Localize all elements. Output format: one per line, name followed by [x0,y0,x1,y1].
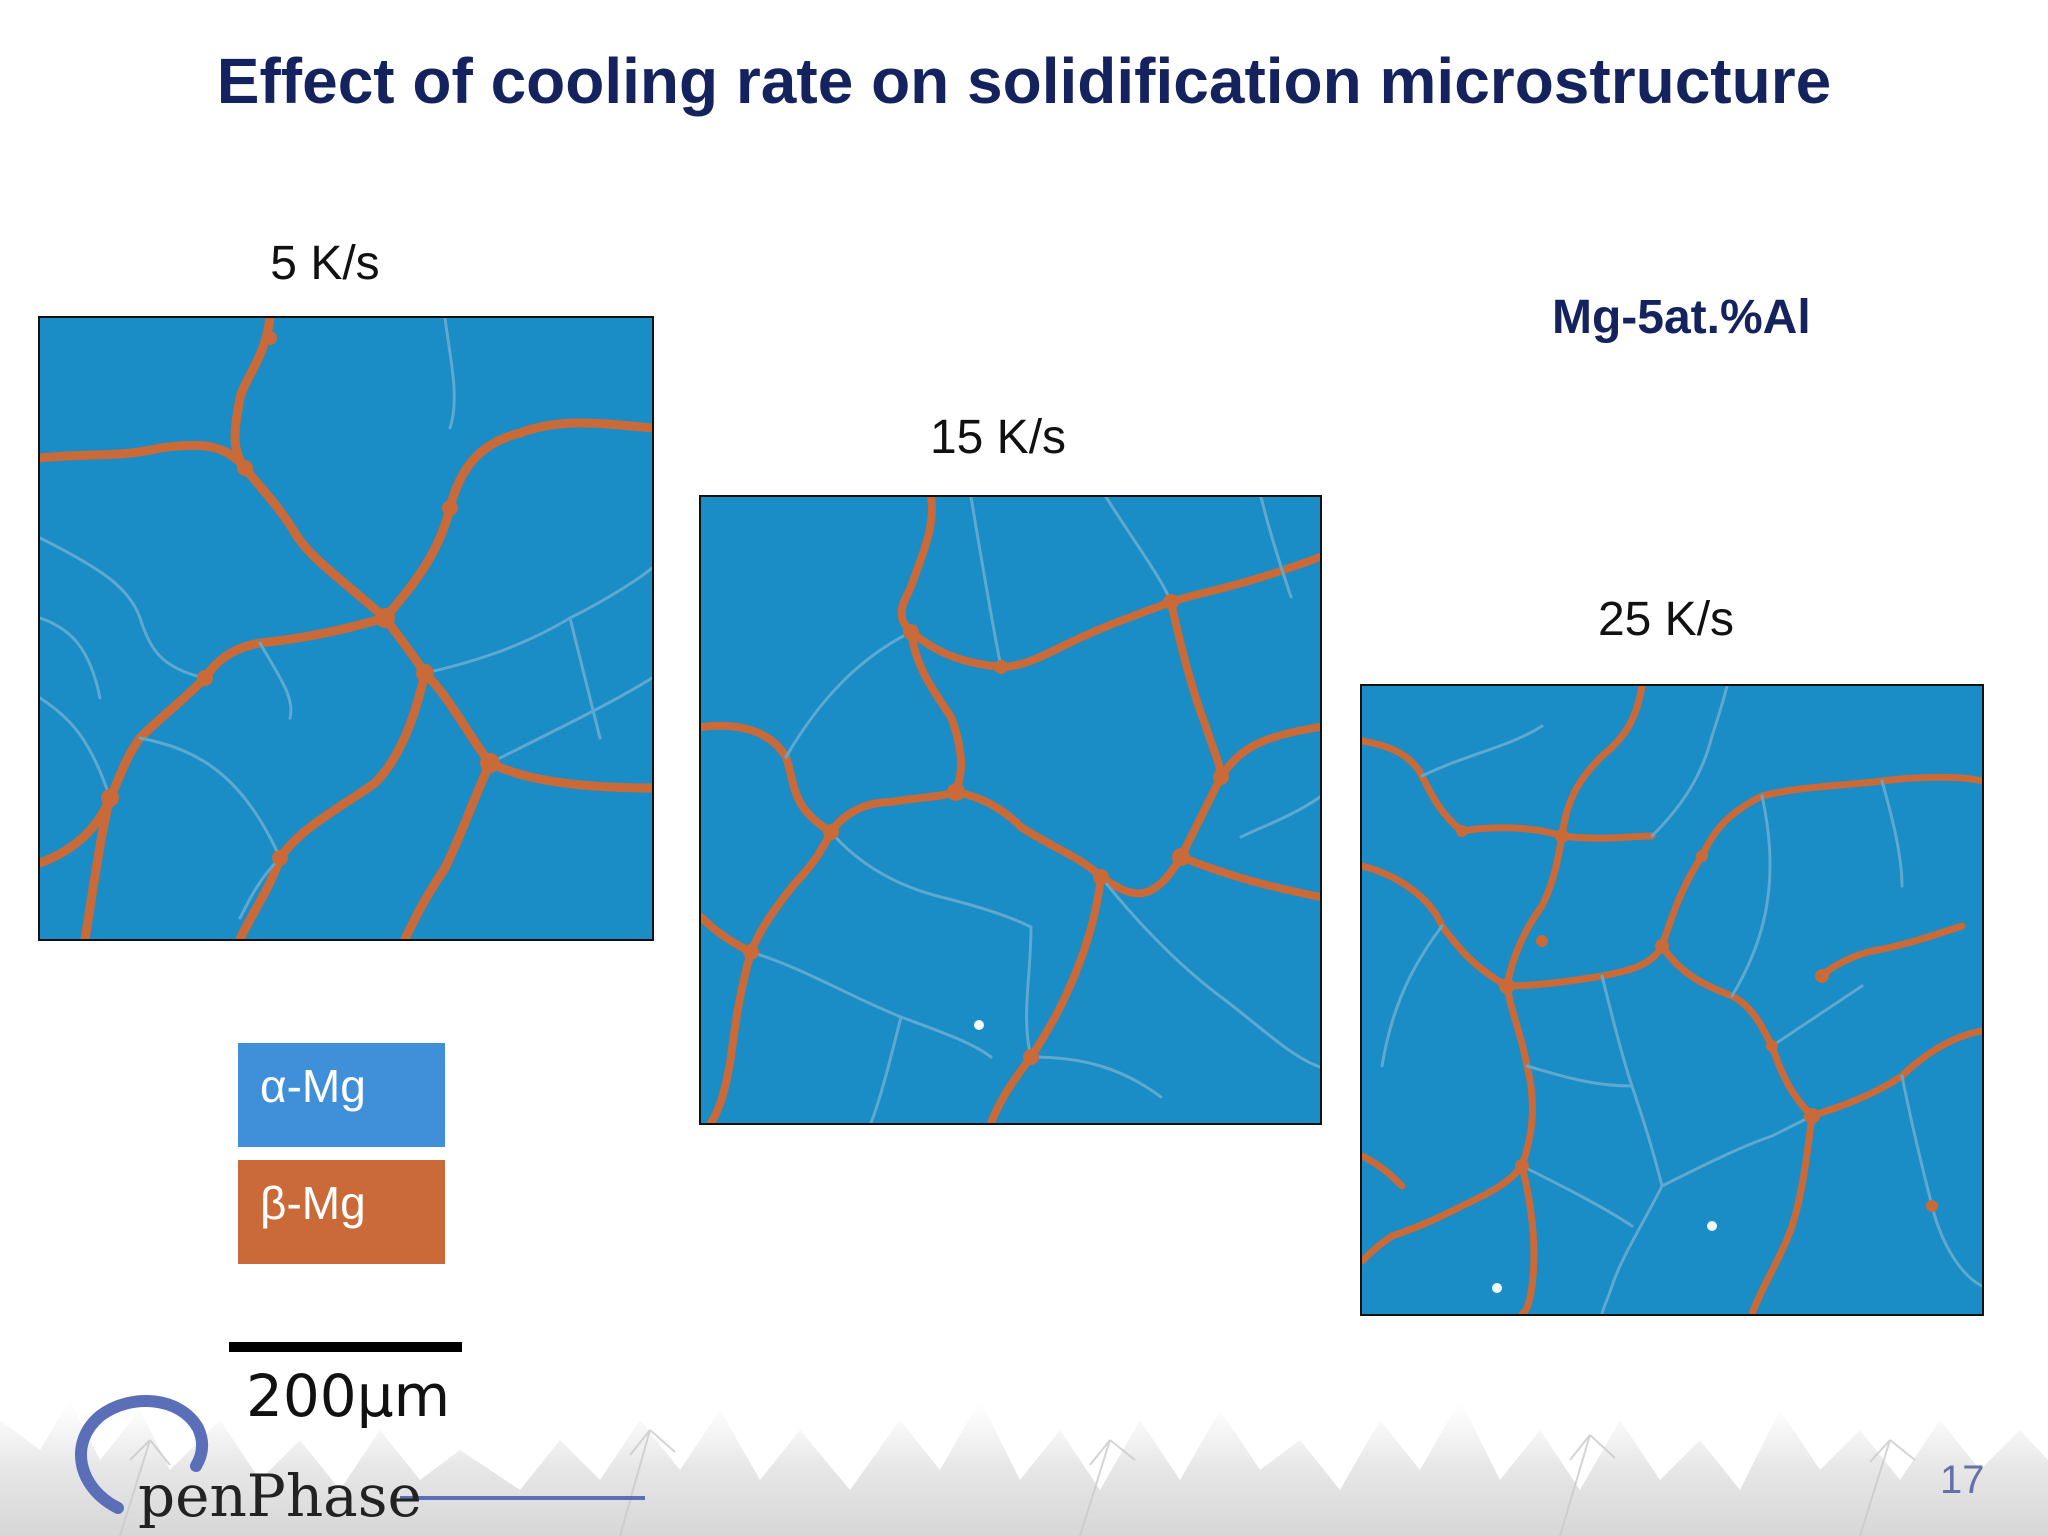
logo-text: penPhase [138,1462,422,1530]
slide-title: Effect of cooling rate on solidification… [216,45,1832,117]
legend-alpha-mg: α-Mg [238,1043,445,1147]
panel-label-25ks: 25 K/s [1597,593,1735,646]
scale-bar [229,1342,462,1352]
microstructure-panel-5ks [38,316,654,941]
legend-beta-mg-label: β-Mg [260,1177,366,1229]
panel-label-5ks: 5 K/s [270,237,380,290]
microstructure-panel-15ks [699,495,1322,1125]
microstructure-panel-25ks [1360,684,1984,1316]
page-number: 17 [1940,1458,1985,1502]
microstructure-5ks-image [40,318,652,939]
scale-bar-label: 200μm [246,1362,451,1430]
dendrite-footer-decoration [0,1400,2048,1536]
alloy-label: Mg-5at.%Al [1552,291,1811,344]
legend-alpha-mg-label: α-Mg [260,1060,366,1112]
openphase-logo-icon [75,1395,645,1514]
microstructure-15ks-image [701,497,1320,1123]
panel-label-15ks: 15 K/s [929,411,1067,464]
legend-beta-mg: β-Mg [238,1160,445,1264]
microstructure-25ks-image [1362,686,1982,1314]
